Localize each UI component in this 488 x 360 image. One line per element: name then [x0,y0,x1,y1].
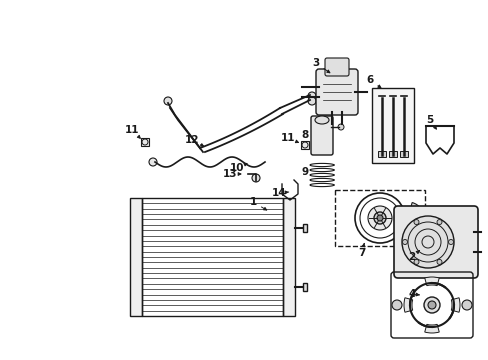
FancyBboxPatch shape [315,69,357,115]
Bar [371,88,413,163]
Wedge shape [410,203,423,233]
Bar [303,224,306,231]
Bar [399,151,407,157]
Bar [283,198,294,316]
Text: 14: 14 [271,188,286,198]
Text: 3: 3 [312,58,319,68]
Text: 6: 6 [366,75,373,85]
Circle shape [307,97,315,105]
Text: 10: 10 [229,163,244,173]
Text: 11: 11 [280,133,295,143]
Text: 8: 8 [301,130,308,140]
Wedge shape [403,298,412,312]
Circle shape [401,216,453,268]
Bar [334,190,424,246]
FancyBboxPatch shape [310,116,332,155]
Circle shape [307,92,315,100]
Circle shape [376,215,382,221]
Text: 9: 9 [301,167,308,177]
Bar [141,138,149,146]
Circle shape [149,158,157,166]
Circle shape [391,300,401,310]
Text: 4: 4 [407,289,415,299]
Circle shape [413,260,418,264]
Text: 5: 5 [426,115,433,125]
Ellipse shape [314,116,328,124]
Text: 12: 12 [184,135,199,145]
Circle shape [373,212,385,224]
Circle shape [163,97,172,105]
Circle shape [402,239,407,244]
Circle shape [367,206,391,230]
FancyBboxPatch shape [393,206,477,278]
Text: 11: 11 [124,125,139,135]
Circle shape [423,297,439,313]
Circle shape [413,220,418,225]
Circle shape [251,174,260,182]
Bar [130,198,142,316]
Circle shape [436,260,441,264]
Bar [377,151,385,157]
FancyBboxPatch shape [325,58,348,76]
Bar [301,141,308,149]
Bar [142,198,283,316]
Text: 13: 13 [223,169,237,179]
Text: 7: 7 [358,248,365,258]
Circle shape [427,301,435,309]
Circle shape [436,220,441,225]
Text: 1: 1 [249,197,256,207]
Circle shape [337,124,343,130]
Text: 2: 2 [407,252,415,262]
Wedge shape [424,324,438,333]
Bar [388,151,396,157]
Circle shape [461,300,471,310]
Circle shape [447,239,452,244]
Wedge shape [450,298,459,312]
Bar [303,283,306,291]
Wedge shape [424,277,438,286]
